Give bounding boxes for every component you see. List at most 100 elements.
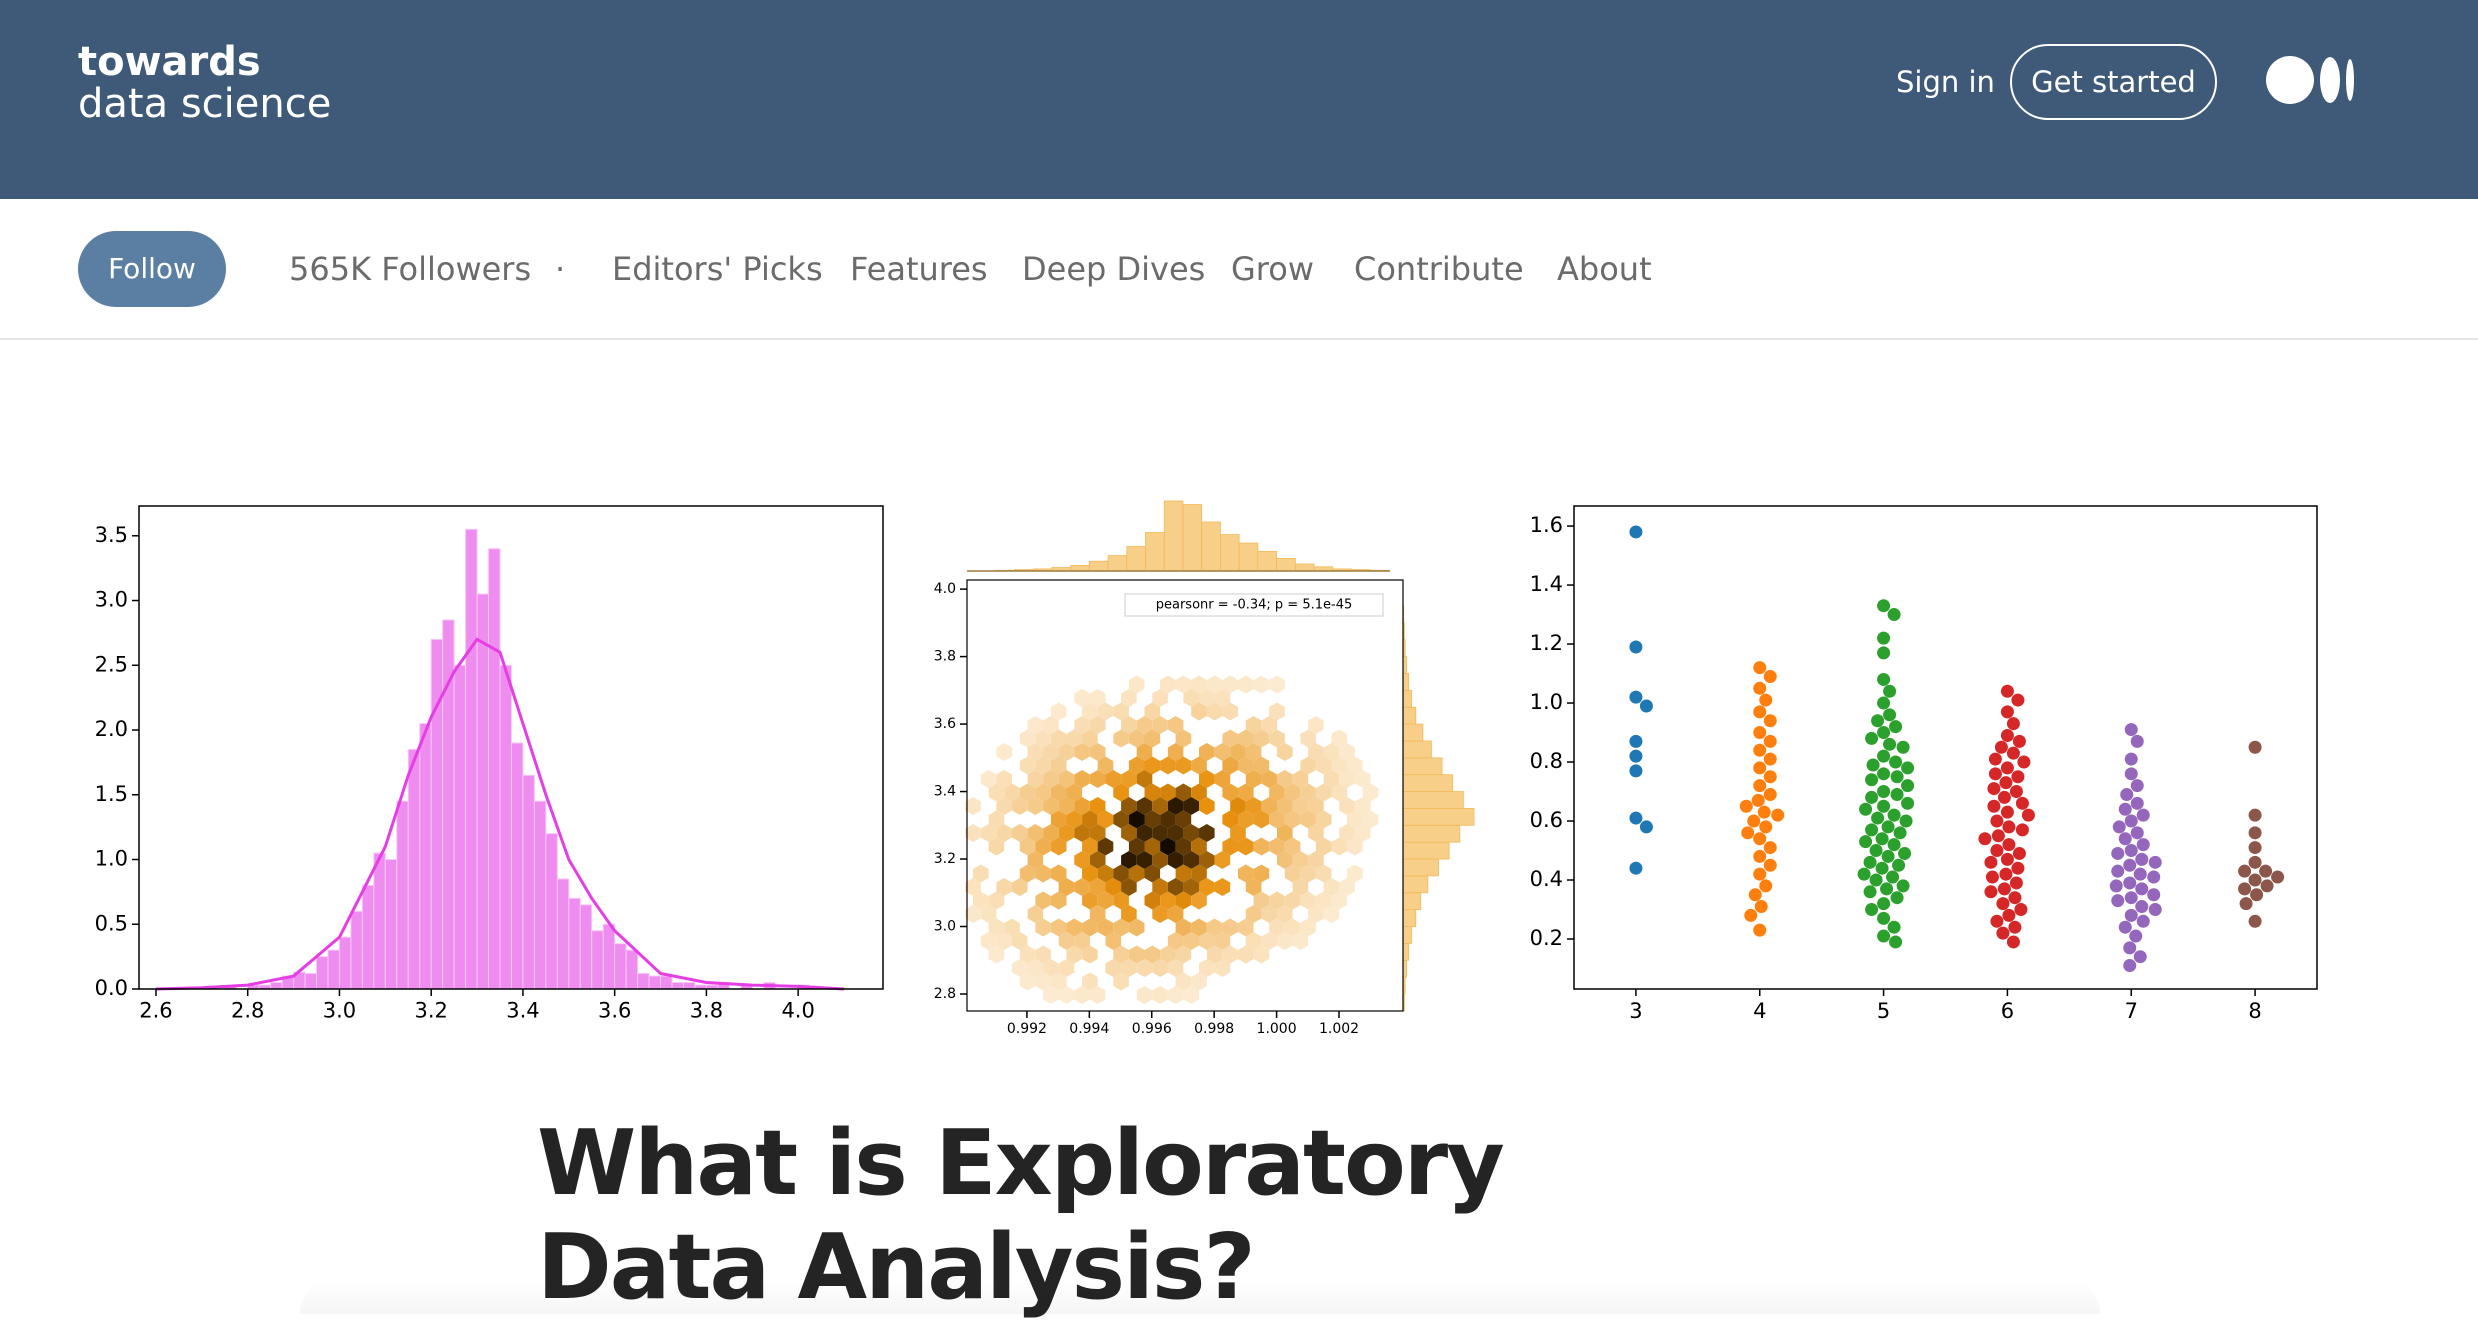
hex — [1136, 797, 1153, 815]
marginal-bar — [1163, 500, 1184, 572]
hex — [1175, 837, 1192, 856]
swarm-point — [2124, 814, 2138, 828]
hex — [1354, 770, 1371, 788]
get-started-button[interactable]: Get started — [2010, 44, 2217, 120]
nav-link[interactable]: About — [1557, 250, 1652, 288]
hex — [1035, 918, 1051, 937]
hex — [1277, 770, 1293, 788]
hex — [1308, 797, 1324, 815]
hex — [1261, 716, 1277, 734]
hex — [1012, 878, 1028, 896]
hex — [1097, 756, 1114, 775]
swarm-point — [1753, 726, 1767, 740]
hex — [1121, 851, 1137, 869]
hex — [1175, 891, 1192, 910]
hex — [1199, 797, 1215, 815]
sign-in[interactable]: Sign in — [1896, 65, 1995, 99]
hex — [980, 905, 997, 923]
swarm-point — [2000, 684, 2014, 698]
hex — [1113, 945, 1129, 964]
hex — [1050, 972, 1067, 991]
hex — [1175, 918, 1192, 937]
hex — [1128, 810, 1145, 829]
hex — [1245, 905, 1262, 923]
swarm-point — [1997, 882, 2011, 896]
hex — [1012, 824, 1028, 842]
hex — [1175, 972, 1192, 991]
marginal-bar — [1402, 757, 1443, 776]
hex — [1058, 743, 1075, 761]
swarm-point — [2000, 705, 2014, 719]
x-tick-label: 2.6 — [139, 999, 172, 1023]
swarm-point — [2123, 941, 2137, 955]
swarm-point — [1987, 799, 2001, 813]
hex — [1058, 959, 1075, 977]
nav-link[interactable]: Contribute — [1354, 250, 1524, 288]
swarm-point — [1990, 844, 2004, 858]
swarm-point — [1881, 820, 1895, 834]
hex — [1222, 729, 1238, 748]
swarm-point — [1865, 773, 1879, 787]
swarm-point — [2014, 903, 2028, 917]
hex — [1245, 770, 1262, 788]
y-tick-label: 1.5 — [95, 782, 128, 806]
hex — [1284, 891, 1301, 910]
hex — [1277, 797, 1293, 815]
followers[interactable]: 565K Followers — [289, 250, 532, 288]
swarm-point — [1753, 743, 1767, 757]
hex — [965, 905, 981, 923]
hex — [1308, 905, 1324, 923]
nav-link[interactable]: Features — [850, 250, 988, 288]
hex — [1315, 756, 1332, 775]
hex — [996, 770, 1012, 788]
hex — [1300, 729, 1316, 748]
hex — [1035, 864, 1051, 883]
hex — [1113, 972, 1129, 991]
bar — [625, 949, 639, 990]
nav-link[interactable]: Grow — [1231, 250, 1314, 288]
swarm-point — [1892, 858, 1906, 872]
hex — [1027, 824, 1044, 842]
x-tick-label: 0.992 — [1007, 1021, 1047, 1037]
hex — [1043, 824, 1059, 842]
hex — [996, 932, 1012, 950]
hex — [996, 797, 1012, 815]
nav-link[interactable]: Editors' Picks — [612, 250, 823, 288]
hex — [1050, 837, 1067, 856]
hex — [1121, 878, 1137, 896]
kde-line — [155, 637, 845, 991]
x-tick-label: 6 — [2001, 999, 2014, 1023]
follow-button[interactable]: Follow — [78, 231, 226, 307]
medium-logo[interactable] — [2260, 52, 2360, 108]
hex — [1323, 878, 1340, 896]
hex — [1089, 716, 1106, 734]
marginal-bar — [1402, 875, 1429, 894]
swarm-point — [1899, 814, 1913, 828]
logo[interactable]: data science — [78, 81, 332, 127]
axes-frame — [138, 505, 884, 990]
swarm-point — [1753, 849, 1767, 863]
bar — [614, 943, 627, 990]
hex — [1012, 797, 1028, 815]
nav-link[interactable]: Deep Dives — [1022, 250, 1206, 288]
hex — [1113, 729, 1129, 748]
swarm-point — [1999, 776, 2013, 790]
hex — [1035, 891, 1051, 910]
hex — [1058, 986, 1075, 1004]
hex — [1284, 918, 1301, 937]
hex — [1089, 824, 1106, 842]
hex — [1183, 851, 1199, 869]
hex — [1152, 797, 1168, 815]
hex — [1136, 959, 1153, 977]
hex — [1331, 783, 1348, 802]
swarm-point — [1859, 802, 1873, 816]
hex — [1128, 729, 1145, 748]
hex — [1315, 864, 1332, 883]
marginal-bar — [1088, 560, 1109, 572]
swarm-point — [2135, 882, 2149, 896]
bar — [327, 949, 340, 990]
hex — [1167, 716, 1184, 734]
swarm-point — [1753, 705, 1767, 719]
hex — [1222, 945, 1238, 964]
logo[interactable]: towards — [78, 39, 261, 85]
